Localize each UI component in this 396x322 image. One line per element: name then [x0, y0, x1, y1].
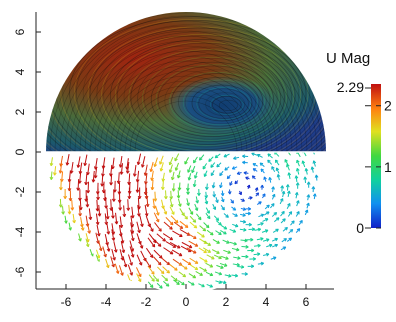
x-tick-label: 4 [263, 295, 270, 309]
colorbar-max-label: 2.29 [337, 79, 364, 95]
x-tick-label: -4 [101, 295, 112, 309]
y-tick-label: -2 [13, 186, 27, 197]
y-tick-label: 4 [13, 68, 27, 75]
x-tick-label: -6 [61, 295, 72, 309]
x-tick-label: -2 [141, 295, 152, 309]
colorbar-title: U Mag [326, 50, 370, 67]
colorbar-tick-label: 0 [356, 220, 364, 236]
lower-arrow-panel [40, 149, 340, 302]
y-tick-label: 2 [13, 108, 27, 115]
colorbar-tick-label: 1 [384, 159, 392, 175]
x-tick-label: 6 [303, 295, 310, 309]
colorbar: U Mag 2.29 0 1 2 [326, 50, 392, 236]
y-tick-label: 6 [13, 28, 27, 35]
colorbar-tick-label: 2 [384, 98, 392, 114]
x-tick-label: 0 [183, 295, 190, 309]
y-tick-label: -6 [13, 266, 27, 277]
y-tick-label: 0 [13, 148, 27, 155]
x-tick-label: 2 [223, 295, 230, 309]
y-tick-label: -4 [13, 226, 27, 237]
